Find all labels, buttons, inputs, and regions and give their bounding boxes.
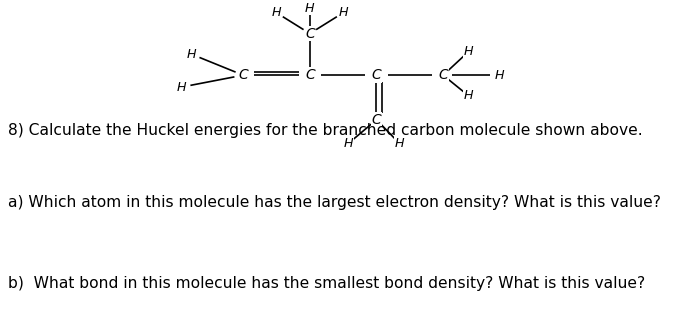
- Text: b)  What bond in this molecule has the smallest bond density? What is this value: b) What bond in this molecule has the sm…: [8, 276, 646, 291]
- Text: H: H: [464, 45, 473, 58]
- Text: C: C: [439, 68, 448, 82]
- Text: C: C: [305, 68, 315, 82]
- Text: H: H: [343, 137, 353, 150]
- Text: H: H: [395, 137, 404, 150]
- Text: C: C: [372, 68, 382, 82]
- Text: H: H: [272, 6, 281, 19]
- Text: H: H: [187, 48, 197, 61]
- Text: H: H: [338, 6, 348, 19]
- Text: 8) Calculate the Huckel energies for the branched carbon molecule shown above.: 8) Calculate the Huckel energies for the…: [8, 124, 643, 138]
- Text: C: C: [305, 27, 315, 41]
- Text: a) Which atom in this molecule has the largest electron density? What is this va: a) Which atom in this molecule has the l…: [8, 194, 662, 210]
- Text: H: H: [305, 2, 315, 15]
- Text: H: H: [177, 81, 186, 94]
- Text: H: H: [495, 69, 505, 82]
- Text: C: C: [238, 68, 248, 82]
- Text: C: C: [372, 113, 382, 127]
- Text: H: H: [464, 89, 473, 102]
